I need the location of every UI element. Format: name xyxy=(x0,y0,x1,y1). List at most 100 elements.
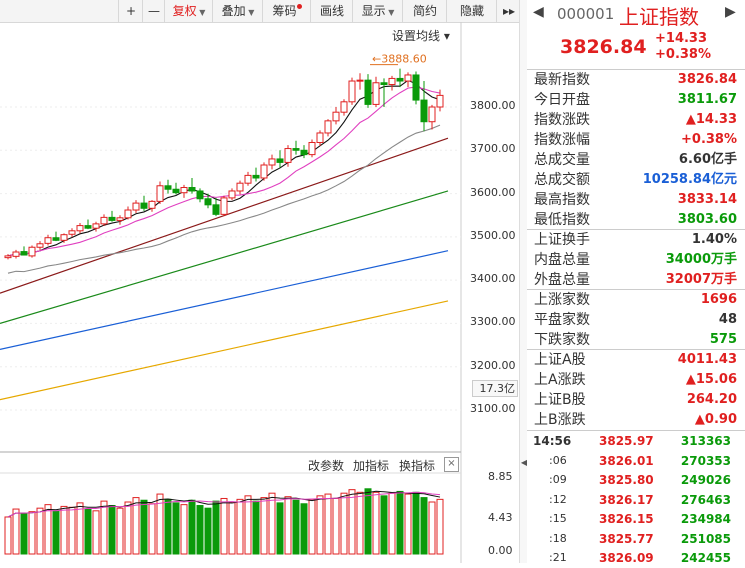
toolbar-button[interactable]: ▸▸ xyxy=(496,0,521,22)
candle-body xyxy=(116,217,124,221)
candle-body xyxy=(388,77,396,85)
prev-arrow-icon[interactable]: ◀ xyxy=(533,4,544,20)
quote-value: 1696 xyxy=(700,292,737,307)
tick-volume: 313363 xyxy=(680,434,731,448)
quote-row: 上证换手 1.40% xyxy=(527,230,745,250)
quote-value: 264.20 xyxy=(686,392,737,407)
y-tick-label: 3800.00 xyxy=(470,99,516,112)
quote-label: 指数涨跌 xyxy=(534,112,590,128)
quote-label: 下跌家数 xyxy=(534,332,590,348)
tick-row: :06 3826.01 270353 xyxy=(527,451,745,471)
volume-bar xyxy=(60,505,68,555)
candle-body xyxy=(276,158,284,163)
volume-bar xyxy=(404,493,412,555)
switch-indicator-button[interactable]: 换指标 xyxy=(399,459,436,473)
tick-price: 3826.15 xyxy=(599,512,654,526)
volume-bar xyxy=(212,500,220,555)
volume-bar xyxy=(44,504,52,555)
quote-row: 上证B股 264.20 xyxy=(527,390,745,410)
section-divider xyxy=(527,289,745,290)
toolbar-button[interactable]: + xyxy=(118,0,143,22)
y-tick-label: 3500.00 xyxy=(470,228,516,242)
quote-label: 上涨家数 xyxy=(534,292,590,308)
quote-label: 指数涨幅 xyxy=(534,132,590,148)
close-indicator-icon[interactable]: × xyxy=(444,457,459,472)
volume-bar xyxy=(52,510,60,555)
toolbar-button[interactable]: — xyxy=(142,0,165,22)
candle-body xyxy=(76,225,84,232)
toolbar-button[interactable]: 筹码 xyxy=(262,0,311,22)
volume-bar xyxy=(324,493,332,555)
volume-bar xyxy=(284,496,292,555)
add-indicator-button[interactable]: 加指标 xyxy=(353,459,390,473)
ma60-line xyxy=(0,190,449,325)
toolbar-button[interactable]: 简约 xyxy=(402,0,447,22)
ma250-line xyxy=(0,300,449,401)
toolbar-button[interactable]: 显示 ▼ xyxy=(352,0,403,22)
toolbar-button[interactable]: 隐藏 xyxy=(446,0,497,22)
volume-bar xyxy=(420,497,428,555)
volume-bar xyxy=(4,516,12,555)
quote-row: 最低指数 3803.60 xyxy=(527,210,745,230)
candle-body xyxy=(404,74,412,82)
quote-value: 3826.84 xyxy=(677,72,737,87)
volume-bar xyxy=(364,488,372,555)
tick-time: :18 xyxy=(549,531,567,545)
next-arrow-icon[interactable]: ▶ xyxy=(725,4,736,20)
candle-body xyxy=(356,79,364,82)
tick-time: :06 xyxy=(549,453,567,467)
candle-body xyxy=(108,216,116,221)
volume-bar xyxy=(436,498,444,555)
volume-bar xyxy=(348,489,356,555)
ma120-line xyxy=(0,250,449,350)
tick-price: 3825.97 xyxy=(599,434,654,448)
candle-body xyxy=(324,120,332,134)
chart-toolbar: + — 复权 ▼ 叠加 ▼ 筹码 画线 显示 ▼ 简约 隐藏 ▸▸ xyxy=(0,0,520,23)
volume-bar xyxy=(292,499,300,555)
candle-body xyxy=(196,190,204,200)
edit-params-button[interactable]: 改参数 xyxy=(308,459,345,473)
volume-bar xyxy=(132,497,140,555)
candle-body xyxy=(164,185,172,190)
ma-settings-dropdown[interactable]: 设置均线 ▾ xyxy=(392,29,450,43)
candle-body xyxy=(316,132,324,143)
candle-body xyxy=(124,209,132,219)
candle-body xyxy=(68,230,76,235)
quote-row: 下跌家数 575 xyxy=(527,330,745,350)
section-divider xyxy=(527,229,745,230)
volume-bar xyxy=(196,505,204,555)
candle-body xyxy=(100,216,108,225)
toolbar-button[interactable]: 画线 xyxy=(310,0,353,22)
quote-value: ▲15.06 xyxy=(685,372,737,387)
volume-bar xyxy=(220,497,228,555)
volume-bar xyxy=(116,507,124,555)
section-divider xyxy=(527,349,745,350)
candle-body xyxy=(364,79,372,105)
quote-label: 最新指数 xyxy=(534,72,590,88)
volume-bar xyxy=(268,492,276,555)
volume-bar xyxy=(332,497,340,555)
volume-bar xyxy=(108,505,116,555)
candle-body xyxy=(268,158,276,166)
quote-value: 575 xyxy=(709,332,737,347)
tick-time: :12 xyxy=(549,492,567,506)
toolbar-button[interactable]: 复权 ▼ xyxy=(164,0,213,22)
quote-row: 总成交量 6.60亿手 xyxy=(527,150,745,170)
caret-down-icon: ▼ xyxy=(196,8,206,17)
candle-body xyxy=(292,148,300,151)
volume-ma-line xyxy=(7,490,441,518)
candle-body xyxy=(380,82,388,85)
volume-bar xyxy=(316,495,324,555)
quote-row: 最新指数 3826.84 xyxy=(527,70,745,90)
notification-dot-icon xyxy=(296,4,302,9)
volume-bar xyxy=(428,501,436,555)
volume-bar xyxy=(164,498,172,555)
candle-body xyxy=(188,187,196,192)
tick-price: 3825.77 xyxy=(599,531,654,546)
quote-label: 总成交额 xyxy=(534,172,590,188)
quote-label: 上A涨跌 xyxy=(534,372,586,388)
quote-label: 最高指数 xyxy=(534,192,590,208)
tick-row: :21 3826.09 242455 xyxy=(527,548,745,568)
y-tick-label: 3100.00 xyxy=(470,402,516,415)
toolbar-button[interactable]: 叠加 ▼ xyxy=(212,0,263,22)
